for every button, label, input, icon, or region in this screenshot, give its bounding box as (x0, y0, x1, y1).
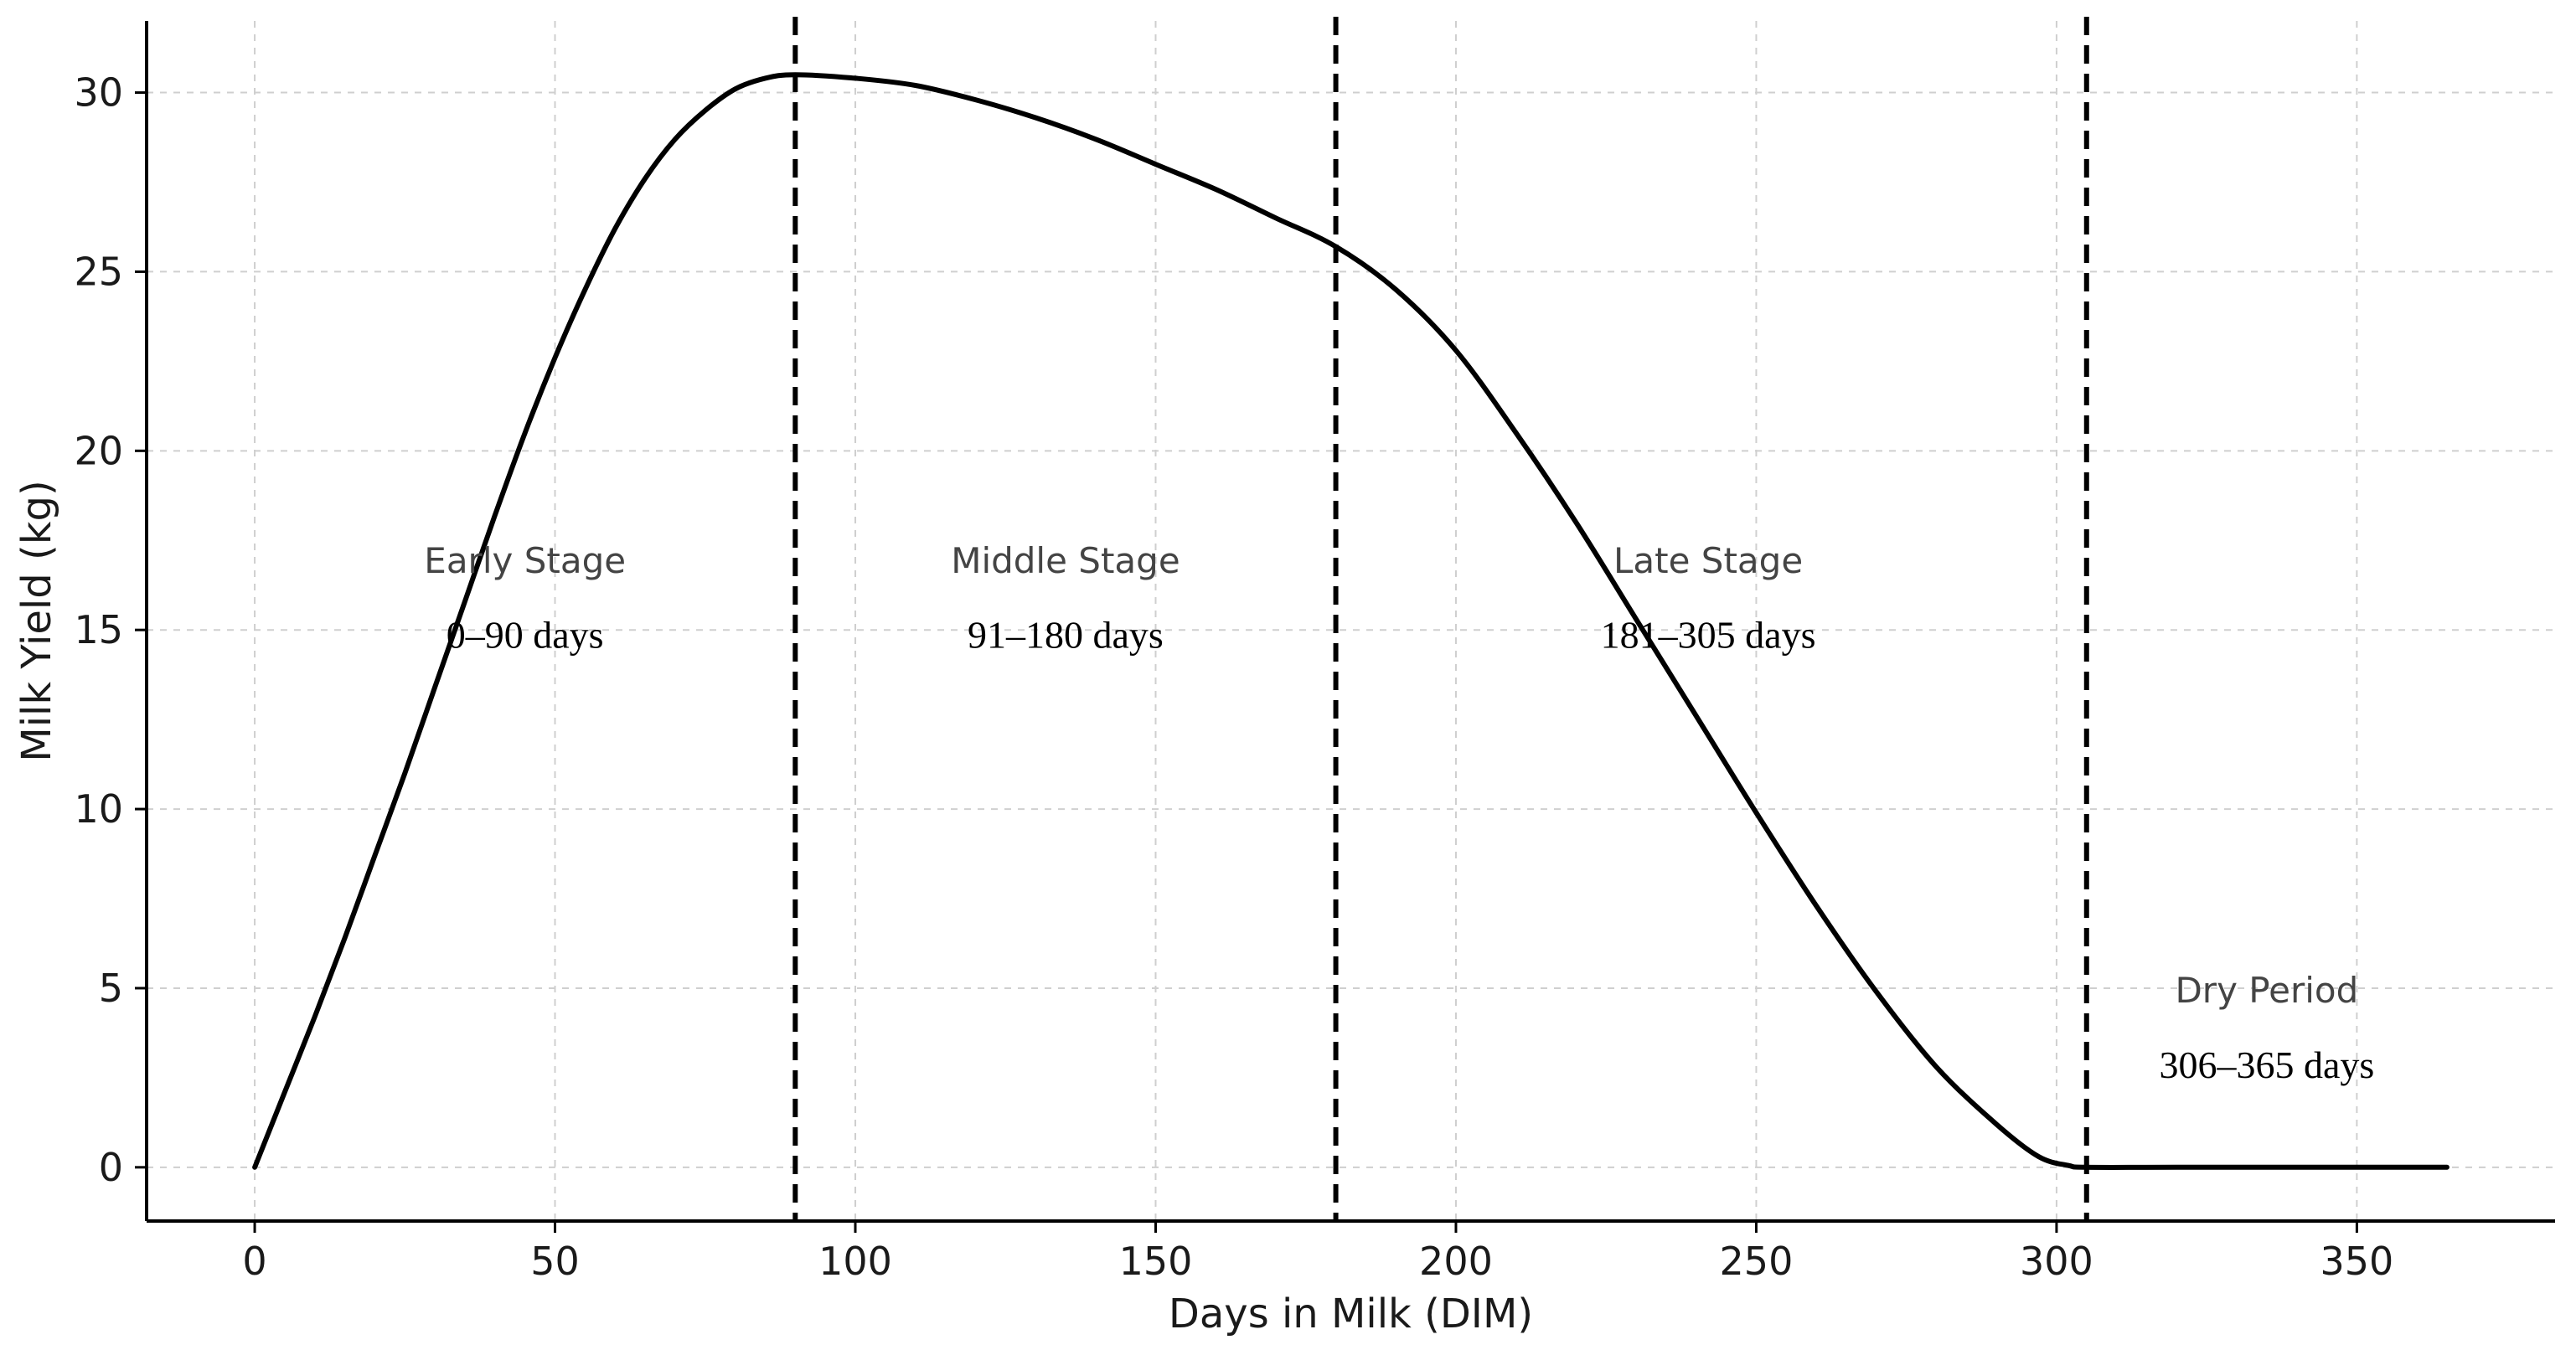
x-tick-label: 0 (242, 1239, 266, 1284)
stage-range-label: 306–365 days (2159, 1043, 2374, 1086)
stage-range-label: 181–305 days (1601, 614, 1816, 657)
y-tick-label: 5 (99, 966, 123, 1011)
x-tick-label: 300 (2020, 1239, 2093, 1284)
x-tick-label: 150 (1119, 1239, 1193, 1284)
stage-labels: Early Stage 0–90 days Middle Stage 91–180 d… (424, 540, 2374, 1086)
axes: 0 50 100 150 200 250 300 350 0 5 10 15 20 25 30 (74, 21, 2555, 1284)
stage-boundaries (792, 17, 2089, 1221)
milk-yield-curve (252, 72, 2450, 1170)
x-tick-label: 350 (2320, 1239, 2393, 1284)
x-tick-label: 50 (530, 1239, 580, 1284)
stage-range-label: 0–90 days (447, 614, 604, 657)
stage-name-label: Late Stage (1613, 540, 1803, 581)
stage-name-label: Dry Period (2175, 970, 2358, 1011)
curve-layer (252, 72, 2450, 1170)
stage-name-label: Middle Stage (951, 540, 1180, 581)
stage-range-label: 91–180 days (968, 614, 1164, 657)
x-tick-label: 250 (1720, 1239, 1794, 1284)
y-tick-label: 20 (74, 428, 123, 473)
stage-name-label: Early Stage (424, 540, 626, 581)
x-tick-label: 200 (1419, 1239, 1493, 1284)
y-tick-label: 10 (74, 786, 123, 832)
x-axis-title: Days in Milk (DIM) (1169, 1291, 1533, 1337)
y-axis-title: Milk Yield (kg) (13, 480, 60, 761)
y-tick-label: 0 (99, 1145, 123, 1190)
y-tick-label: 15 (74, 607, 123, 652)
x-tick-label: 100 (818, 1239, 892, 1284)
y-tick-label: 25 (74, 249, 123, 294)
y-tick-label: 30 (74, 70, 123, 116)
